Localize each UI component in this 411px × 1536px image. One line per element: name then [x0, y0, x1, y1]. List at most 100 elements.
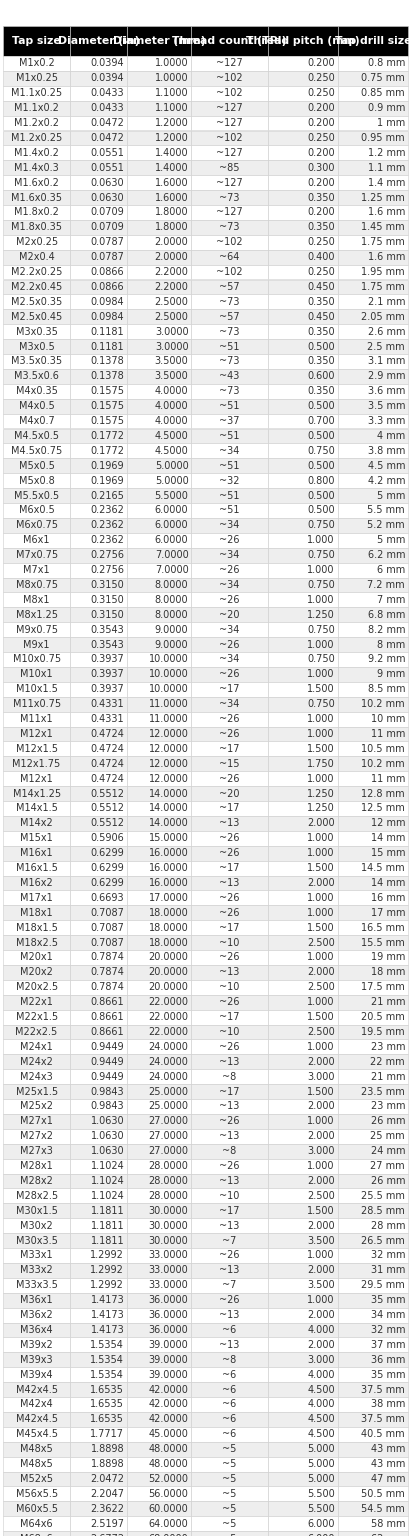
Bar — [192, 353, 268, 369]
Bar — [192, 1456, 268, 1471]
Bar — [338, 1456, 408, 1471]
Text: 1.000: 1.000 — [307, 730, 335, 739]
Text: ~8: ~8 — [222, 1146, 237, 1157]
Text: 42.0000: 42.0000 — [149, 1384, 189, 1395]
Text: 6.2 mm: 6.2 mm — [367, 550, 405, 561]
Bar — [70, 1382, 127, 1398]
Bar — [127, 1009, 192, 1025]
Text: M7x1: M7x1 — [23, 565, 50, 574]
Text: 0.6693: 0.6693 — [91, 892, 124, 903]
Bar — [3, 1307, 70, 1322]
Text: 4.5000: 4.5000 — [155, 432, 189, 441]
Bar — [338, 682, 408, 697]
Text: 2.500: 2.500 — [307, 937, 335, 948]
Text: 34 mm: 34 mm — [371, 1310, 405, 1319]
Bar — [70, 369, 127, 384]
Bar — [70, 965, 127, 980]
Text: M1x0.25: M1x0.25 — [16, 74, 58, 83]
Bar — [70, 488, 127, 502]
Bar — [70, 1158, 127, 1174]
Text: 0.0709: 0.0709 — [90, 223, 124, 232]
Text: ~73: ~73 — [219, 327, 240, 336]
Bar — [127, 86, 192, 101]
Text: 1.250: 1.250 — [307, 610, 335, 619]
Bar — [127, 264, 192, 280]
Bar — [3, 548, 70, 562]
Bar — [70, 1398, 127, 1412]
Bar — [268, 280, 338, 295]
Text: 6.0000: 6.0000 — [155, 535, 189, 545]
Bar — [192, 1487, 268, 1501]
Bar — [192, 131, 268, 146]
Text: 1.000: 1.000 — [307, 1161, 335, 1170]
Text: 8.0000: 8.0000 — [155, 610, 189, 619]
Bar — [70, 264, 127, 280]
Text: M2x0.25: M2x0.25 — [16, 237, 58, 247]
Bar — [70, 101, 127, 115]
Bar — [268, 1338, 338, 1352]
Text: M1.2x0.2: M1.2x0.2 — [14, 118, 59, 127]
Text: 0.8 mm: 0.8 mm — [367, 58, 405, 69]
Bar — [70, 1338, 127, 1352]
Text: 0.300: 0.300 — [307, 163, 335, 172]
Text: 2.000: 2.000 — [307, 1339, 335, 1350]
Text: 20.0000: 20.0000 — [149, 968, 189, 977]
Bar — [338, 353, 408, 369]
Text: 1.1811: 1.1811 — [91, 1235, 124, 1246]
Text: 37 mm: 37 mm — [370, 1339, 405, 1350]
Bar — [192, 593, 268, 607]
Bar — [3, 458, 70, 473]
Text: 2.000: 2.000 — [307, 1101, 335, 1112]
Bar — [268, 324, 338, 339]
Text: M28x1: M28x1 — [20, 1161, 53, 1170]
Bar — [268, 175, 338, 190]
Text: 22.0000: 22.0000 — [148, 1028, 189, 1037]
Text: M1.6x0.35: M1.6x0.35 — [11, 192, 62, 203]
Text: 39.0000: 39.0000 — [149, 1355, 189, 1366]
Text: 0.3937: 0.3937 — [90, 670, 124, 679]
Bar — [127, 1084, 192, 1098]
Text: ~10: ~10 — [219, 937, 240, 948]
Bar — [3, 353, 70, 369]
Bar — [70, 115, 127, 131]
Bar — [268, 488, 338, 502]
Text: Diameter (mm): Diameter (mm) — [113, 35, 206, 46]
Bar — [192, 1322, 268, 1338]
Text: 1.000: 1.000 — [307, 1041, 335, 1052]
Bar — [70, 444, 127, 458]
Bar — [338, 1398, 408, 1412]
Text: 0.3150: 0.3150 — [90, 610, 124, 619]
Bar — [268, 518, 338, 533]
Text: 43 mm: 43 mm — [371, 1444, 405, 1455]
Bar — [338, 488, 408, 502]
Text: 0.0551: 0.0551 — [90, 163, 124, 172]
Bar — [268, 727, 338, 742]
Text: 1.2000: 1.2000 — [155, 118, 189, 127]
Text: 3.500: 3.500 — [307, 1279, 335, 1290]
Text: M56x5.5: M56x5.5 — [16, 1488, 58, 1499]
Text: M4x0.35: M4x0.35 — [16, 386, 58, 396]
Text: ~26: ~26 — [219, 730, 240, 739]
Bar — [192, 1442, 268, 1456]
Bar — [268, 160, 338, 175]
Text: 1.6535: 1.6535 — [90, 1415, 124, 1424]
Text: 58 mm: 58 mm — [370, 1519, 405, 1528]
Text: ~26: ~26 — [219, 594, 240, 605]
Text: ~5: ~5 — [222, 1475, 237, 1484]
Text: 36 mm: 36 mm — [371, 1355, 405, 1366]
Bar — [3, 667, 70, 682]
Text: 28.0000: 28.0000 — [149, 1177, 189, 1186]
Bar — [338, 1427, 408, 1442]
Text: ~6: ~6 — [222, 1370, 237, 1379]
Bar — [338, 1158, 408, 1174]
Bar — [3, 562, 70, 578]
Bar — [127, 353, 192, 369]
Bar — [127, 1069, 192, 1084]
Bar — [127, 458, 192, 473]
Bar — [127, 1278, 192, 1293]
Text: 26 mm: 26 mm — [370, 1117, 405, 1126]
Bar — [192, 1247, 268, 1263]
Text: 14 mm: 14 mm — [371, 879, 405, 888]
Bar — [338, 518, 408, 533]
Bar — [338, 146, 408, 160]
